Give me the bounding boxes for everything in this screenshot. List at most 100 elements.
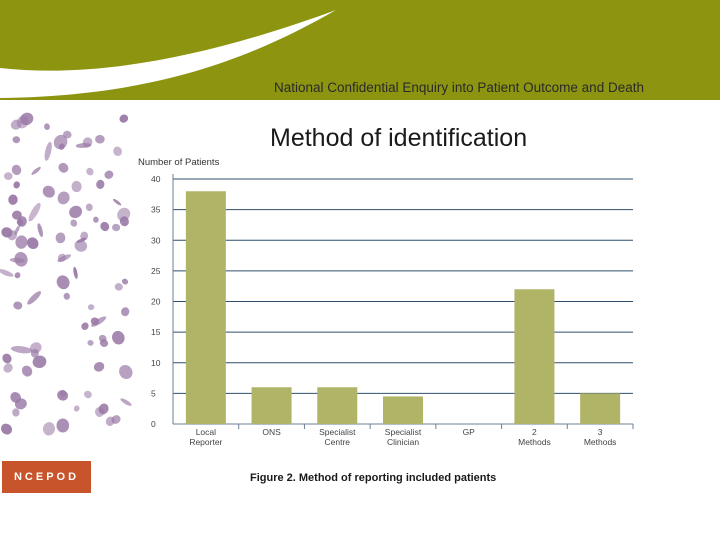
blood-cell <box>113 146 122 157</box>
y-tick-label: 15 <box>151 327 161 337</box>
blood-cell <box>15 235 28 249</box>
blood-cell <box>28 202 41 222</box>
y-tick-label: 5 <box>151 388 156 398</box>
blood-cell <box>32 355 47 369</box>
blood-cell <box>95 134 105 144</box>
x-tick-label: 3 <box>598 427 603 437</box>
blood-cell <box>112 223 121 232</box>
blood-cell <box>71 180 82 193</box>
blood-cell <box>26 237 39 250</box>
blood-cell <box>98 334 107 342</box>
blood-cell <box>69 205 83 219</box>
blood-cell <box>42 185 55 198</box>
blood-cell <box>58 162 69 173</box>
blood-cell <box>117 207 131 222</box>
x-tick-label: Specialist <box>319 427 356 437</box>
bar <box>580 393 621 424</box>
blood-cell <box>10 346 33 354</box>
x-tick-label: Local <box>196 427 216 437</box>
blood-cell <box>30 342 42 354</box>
blood-cell <box>83 390 92 399</box>
blood-cell <box>21 365 33 377</box>
x-tick-label: Methods <box>518 437 551 447</box>
blood-cell <box>96 179 105 189</box>
blood-cell <box>44 141 52 161</box>
y-tick-label: 0 <box>151 419 156 429</box>
blood-cell <box>94 407 105 417</box>
y-tick-label: 40 <box>151 174 161 184</box>
x-tick-label: Clinician <box>387 437 419 447</box>
blood-cell <box>57 254 72 263</box>
x-tick-label: Specialist <box>385 427 422 437</box>
blood-cell <box>12 136 21 144</box>
blood-cell <box>80 231 89 241</box>
x-tick-label: Methods <box>584 437 617 447</box>
blood-cell <box>12 210 22 220</box>
bar <box>383 396 423 424</box>
header-band <box>0 0 720 100</box>
bars <box>185 191 621 424</box>
blood-cell <box>74 239 88 252</box>
ncepod-logo: NCEPOD <box>2 461 91 493</box>
blood-cell <box>63 292 71 300</box>
blood-cell <box>13 181 20 189</box>
bar <box>251 387 292 424</box>
blood-cell <box>11 164 22 176</box>
blood-cell <box>81 322 89 330</box>
blood-cell <box>93 362 105 372</box>
blood-cell <box>3 363 13 373</box>
figure-caption: Figure 2. Method of reporting included p… <box>250 472 497 484</box>
y-tick-label: 35 <box>151 205 161 215</box>
blood-cell <box>119 114 129 123</box>
blood-cell <box>120 398 132 406</box>
blood-cell <box>104 170 114 179</box>
slide-title: Method of identification <box>270 124 528 152</box>
y-axis-label: Number of Patients <box>138 157 220 168</box>
y-tick-labels: 0 5 10 15 20 25 30 35 40 <box>151 174 161 429</box>
logo-text: NCEPOD <box>13 471 80 483</box>
blood-cell <box>87 340 94 346</box>
bar <box>317 387 358 424</box>
grid-lines <box>173 178 633 394</box>
y-tick-label: 25 <box>151 266 161 276</box>
blood-cell <box>42 422 56 436</box>
blood-cell <box>121 307 130 317</box>
bar <box>185 191 226 424</box>
blood-cell <box>90 317 100 326</box>
red-blood-cells-illustration <box>0 112 133 436</box>
blood-cell <box>44 123 50 130</box>
blood-cell <box>13 301 23 310</box>
blood-cell <box>14 225 20 236</box>
blood-cell <box>119 365 133 379</box>
blood-cell <box>55 232 66 244</box>
blood-cell <box>4 172 13 181</box>
blood-cell <box>56 418 70 433</box>
blood-cell <box>114 283 123 291</box>
blood-cell <box>14 398 27 410</box>
header-swoosh <box>0 10 336 98</box>
blood-cell <box>105 416 115 427</box>
x-tick-label: Reporter <box>189 437 222 447</box>
blood-cell <box>14 272 21 279</box>
blood-cell <box>121 278 129 285</box>
blood-cell <box>85 203 93 212</box>
blood-cell <box>0 423 13 435</box>
blood-cell <box>17 216 27 227</box>
blood-cell <box>57 191 70 205</box>
blood-cell <box>9 257 25 263</box>
bar <box>514 289 555 424</box>
x-tick-label: 2 <box>532 427 537 437</box>
blood-cell <box>100 221 110 232</box>
blood-cell <box>87 304 95 311</box>
blood-cell <box>75 143 92 148</box>
blood-cell <box>0 269 14 277</box>
y-tick-label: 20 <box>151 297 161 307</box>
y-tick-label: 30 <box>151 235 161 245</box>
x-tick-label: ONS <box>262 427 281 437</box>
blood-cell <box>112 330 125 345</box>
blood-cell <box>59 389 67 397</box>
blood-cell <box>31 166 41 175</box>
blood-cell <box>112 198 122 206</box>
